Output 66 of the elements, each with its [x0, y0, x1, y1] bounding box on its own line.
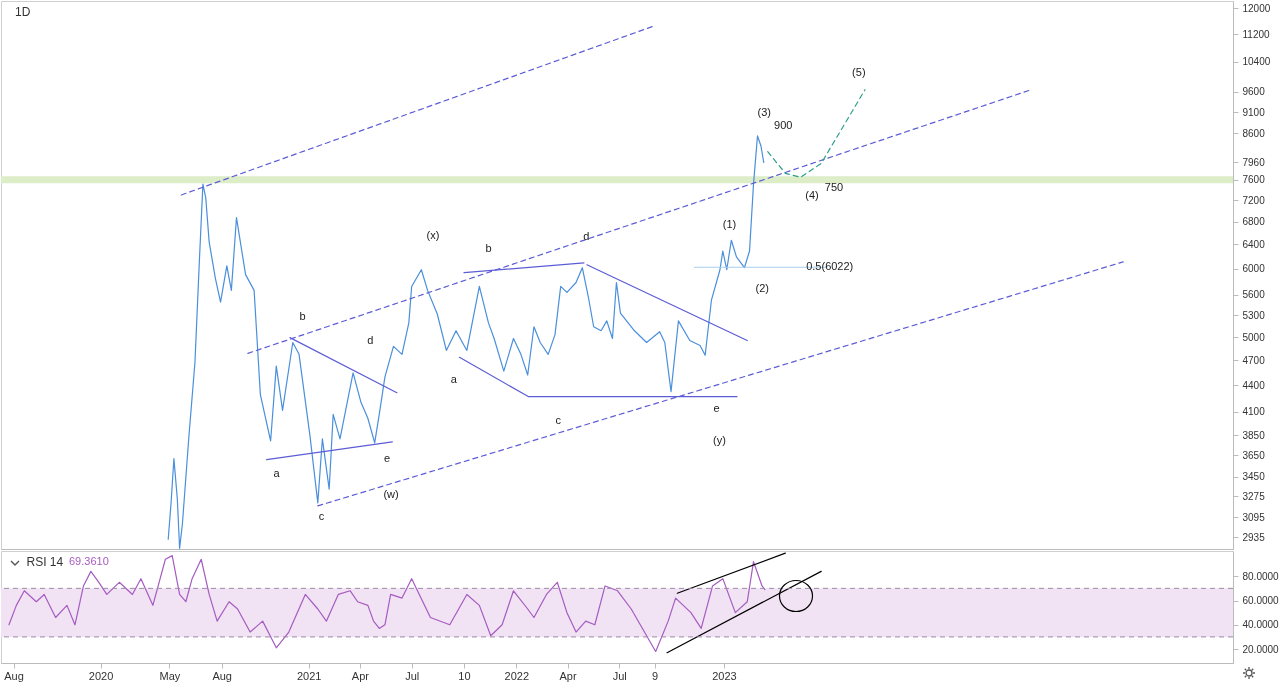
y-tick-label: 5300 — [1242, 309, 1266, 321]
y-tick-label: 9600 — [1242, 86, 1266, 98]
annotation: a — [273, 467, 281, 480]
x-tick-label: 2020 — [88, 669, 114, 682]
y-tick-label: 80.0000 — [1242, 570, 1280, 582]
annotation: e — [384, 452, 391, 465]
y-tick-label: 11200 — [1242, 28, 1270, 40]
x-tick-label: Aug — [212, 669, 232, 682]
x-tick-label: 2023 — [712, 669, 737, 682]
annotation: 0.5(6022) — [806, 260, 854, 273]
annotation: b — [485, 241, 492, 254]
y-tick-label: 20.0000 — [1242, 643, 1280, 655]
y-tick-label: 40.0000 — [1242, 619, 1280, 631]
annotation: d — [367, 334, 374, 347]
y-tick-label: 7960 — [1242, 156, 1266, 168]
annotation: e — [713, 402, 720, 415]
annotation: d — [583, 230, 590, 243]
y-tick-label: 6400 — [1242, 238, 1266, 250]
y-tick-label: 9100 — [1242, 106, 1266, 118]
y-tick-label: 3450 — [1242, 471, 1266, 483]
y-tick-label: 7200 — [1242, 194, 1266, 206]
annotation: (1) — [722, 218, 737, 231]
annotation: (3) — [757, 106, 772, 119]
annotation: (5) — [852, 65, 866, 78]
x-tick-label: Apr — [559, 669, 577, 682]
y-tick-label: 4700 — [1242, 354, 1266, 366]
x-tick-label: Jul — [405, 669, 420, 682]
x-tick-label: 10 — [458, 669, 471, 682]
y-tick-label: 7600 — [1242, 174, 1266, 186]
annotation: (y) — [713, 433, 726, 446]
y-tick-label: 3650 — [1242, 449, 1266, 461]
y-tick-label: 8600 — [1242, 127, 1266, 139]
chart-title: RSI 14 — [26, 555, 64, 569]
x-tick-label: Apr — [351, 669, 370, 682]
annotation: 900 — [774, 118, 793, 131]
y-tick-label: 3850 — [1242, 429, 1266, 441]
y-tick-label: 6800 — [1242, 216, 1266, 228]
annotation: 69.3610 — [69, 555, 109, 567]
annotation: (w) — [383, 487, 399, 500]
line-series — [8, 555, 766, 653]
chart-title: 1D — [15, 5, 31, 19]
y-tick-label: 10400 — [1242, 56, 1271, 68]
annotation: c — [555, 414, 562, 427]
x-tick-label: May — [159, 669, 181, 682]
annotation: b — [299, 309, 306, 322]
annotation: (2) — [755, 282, 770, 295]
annotation: (x) — [426, 229, 440, 242]
x-tick-label: 2021 — [296, 669, 322, 682]
y-tick-label: 5000 — [1242, 331, 1266, 343]
annotation: 750 — [824, 180, 844, 193]
y-tick-label: 60.0000 — [1242, 595, 1280, 607]
y-tick-label: 2935 — [1242, 531, 1266, 543]
y-tick-label: 6000 — [1242, 263, 1266, 275]
y-tick-label: 4400 — [1242, 379, 1266, 391]
x-tick-label: 9 — [651, 669, 659, 682]
x-tick-label: Aug — [4, 669, 24, 682]
y-tick-label: 4100 — [1242, 406, 1266, 418]
annotation: a — [450, 372, 458, 385]
x-tick-label: Jul — [612, 669, 627, 682]
x-tick-label: 2022 — [504, 669, 530, 682]
y-tick-label: 5600 — [1242, 289, 1266, 301]
y-tick-label: 12000 — [1242, 2, 1271, 14]
annotation: c — [318, 509, 325, 522]
y-tick-label: 3275 — [1242, 490, 1266, 502]
y-tick-label: 3095 — [1242, 511, 1266, 523]
annotation: (4) — [805, 188, 819, 201]
